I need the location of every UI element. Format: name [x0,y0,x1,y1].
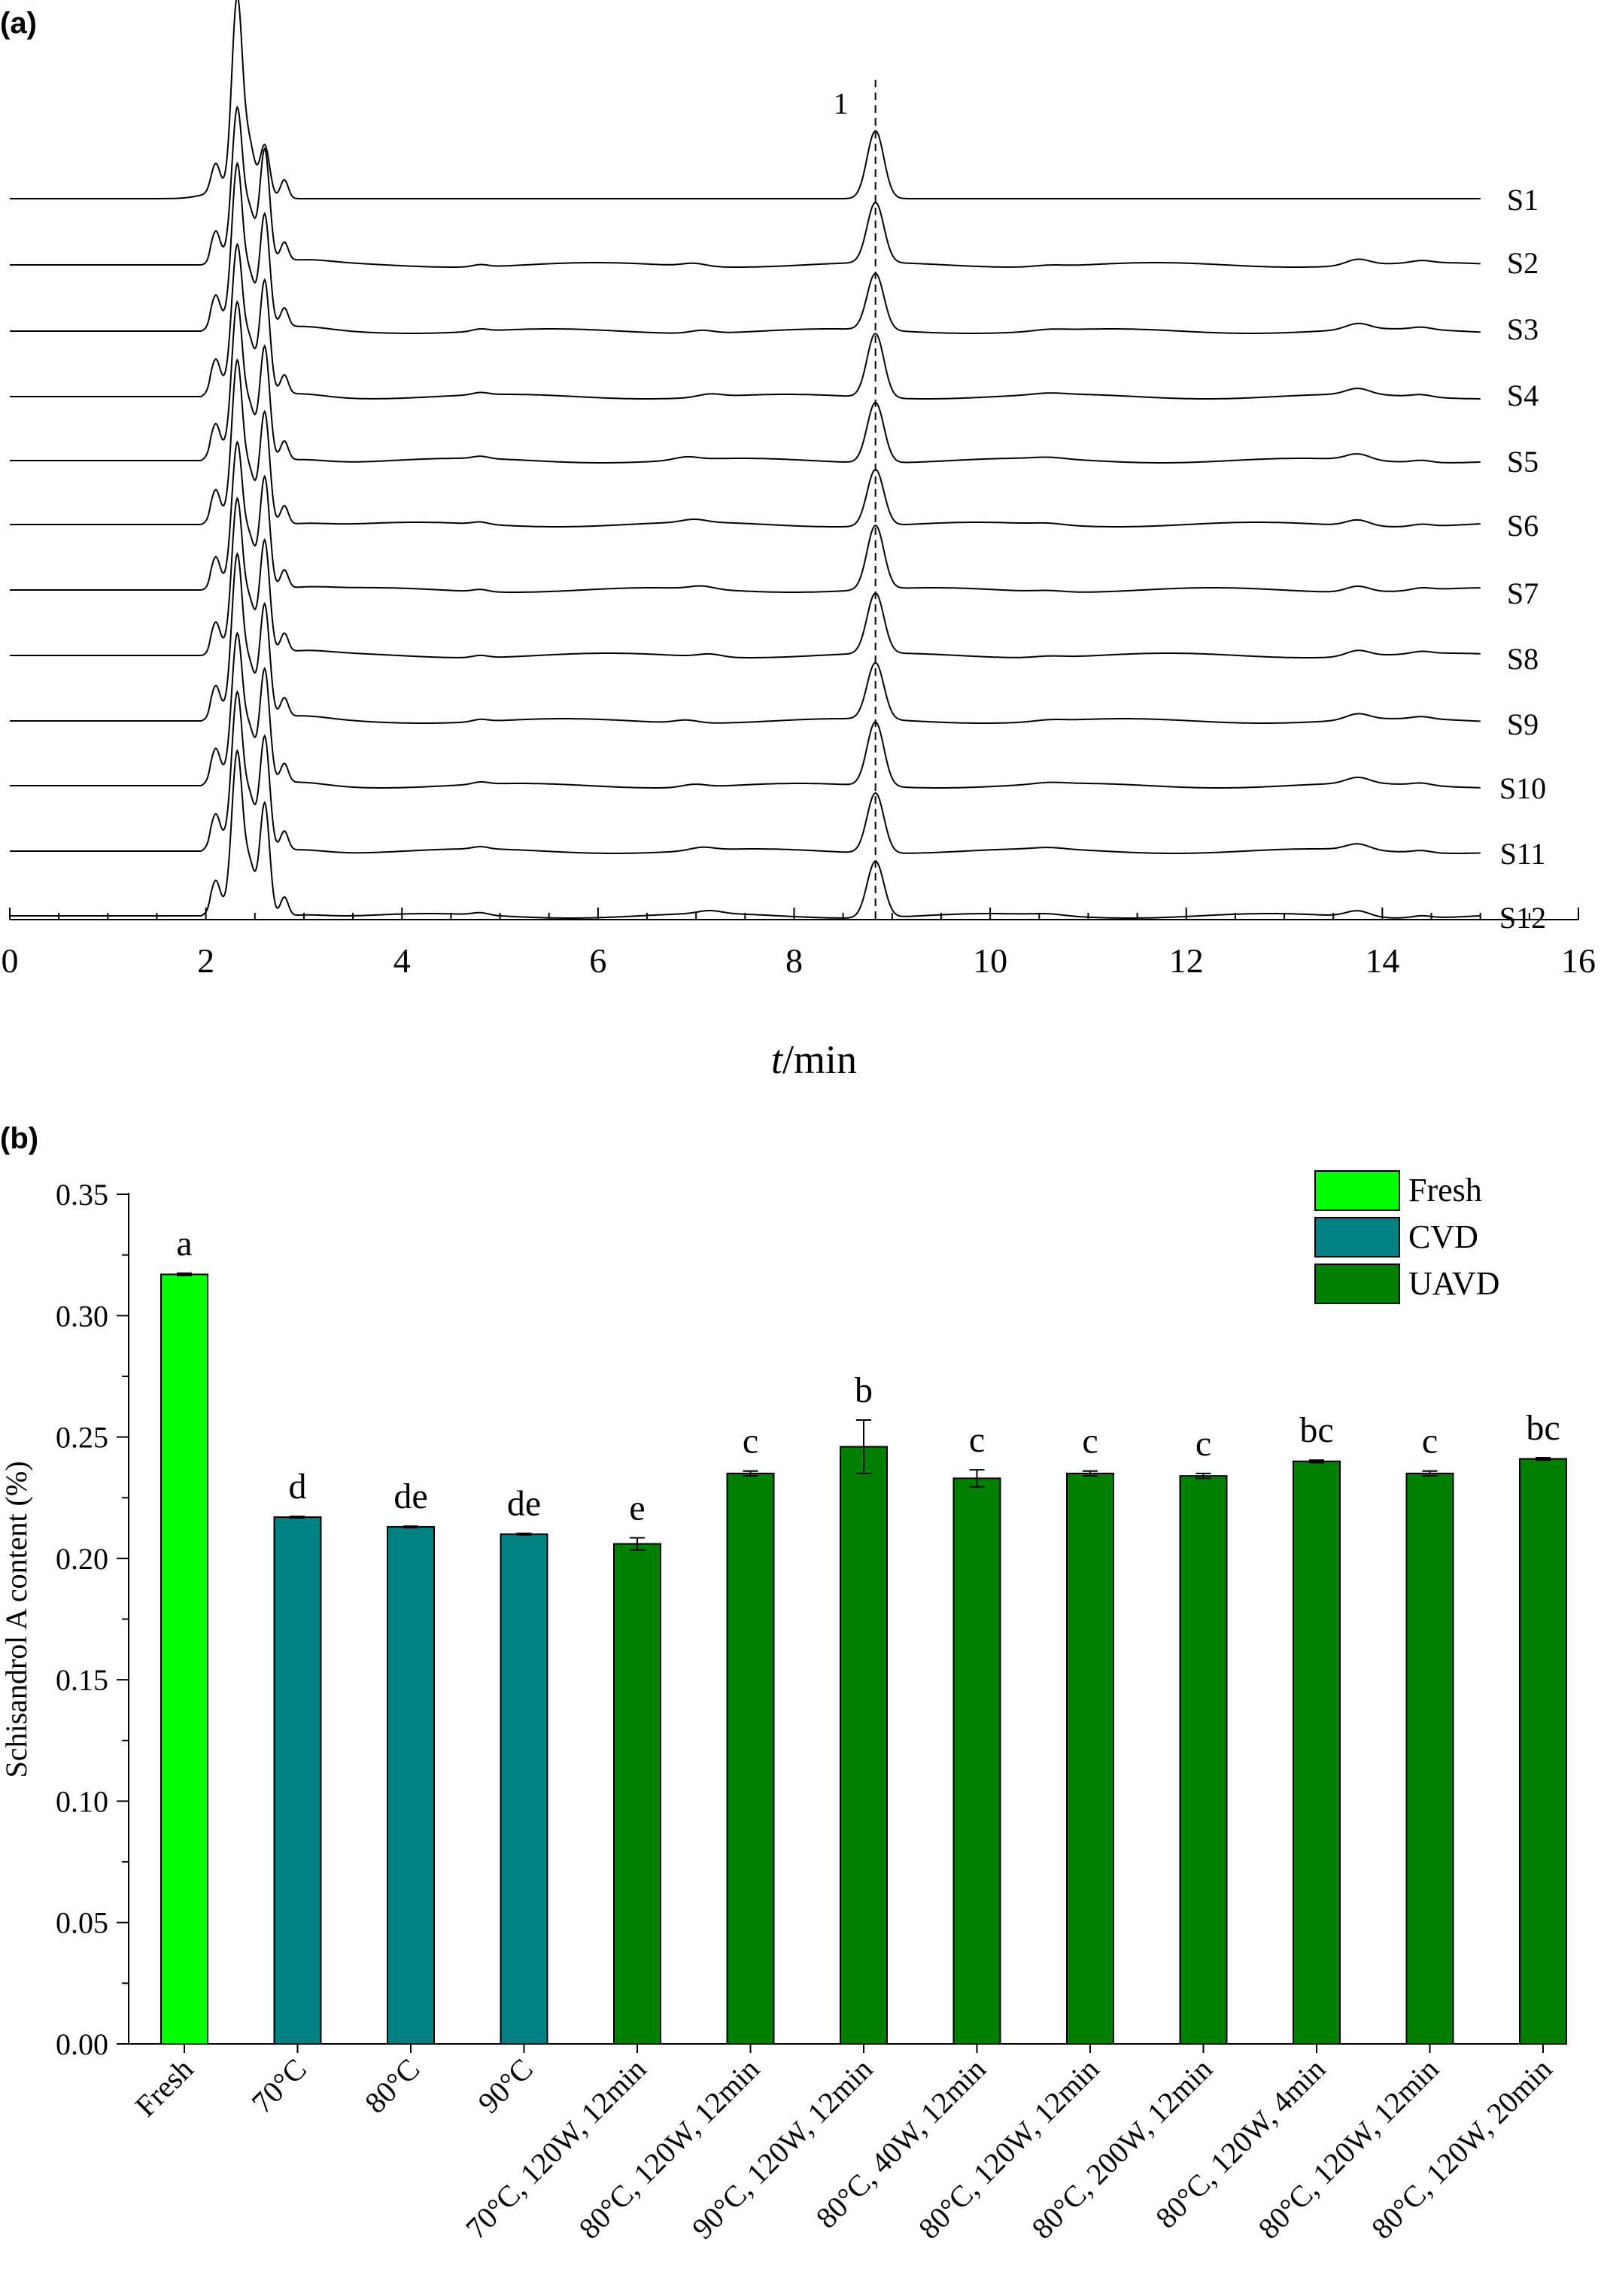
panel-b-label: (b) [0,1122,38,1155]
trace-line [10,440,1481,593]
bar [1405,1472,1454,2045]
y-tick-label: 0.30 [56,1299,108,1333]
significance-letter: de [393,1476,427,1516]
trace-label: S2 [1507,246,1539,280]
legend-label: CVD [1408,1218,1478,1255]
y-tick-label: 0.20 [56,1542,108,1576]
bar [613,1543,661,2045]
trace-label: S10 [1499,771,1546,805]
category-label: 80°C [358,2052,426,2120]
y-tick-label: 0.05 [56,1906,108,1940]
legend-swatch [1314,1217,1400,1257]
significance-letter: a [176,1224,192,1264]
trace-line [10,552,1481,724]
category-label: 70°C [245,2052,313,2120]
x-tick-label: 2 [197,941,214,980]
x-tick-label: 16 [1561,941,1596,980]
x-tick-label: 14 [1365,941,1399,980]
y-tick-label: 0.15 [56,1663,108,1697]
trace-line [10,749,1481,919]
y-axis-title: Schisandrol A content (%) [0,1461,33,1777]
x-tick-label: 6 [589,941,606,980]
legend: Fresh CVD UAVD [1314,1170,1499,1304]
trace-line [10,631,1481,789]
bar [1293,1460,1341,2045]
trace-line [10,242,1481,400]
category-label: 90°C [472,2052,539,2120]
significance-letter: c [1082,1422,1098,1461]
x-tick-label: 8 [785,941,803,980]
y-tick-label: 0.00 [56,2027,108,2061]
chromatogram-plot: 0 2 4 6 8 10 12 14 16 S1 S2 S3 S4 S5 S6 S7 S8 S9 S10 S11 S12… [2,0,1596,980]
trace-line [10,357,1481,528]
y-tick-label: 0.25 [56,1421,108,1455]
significance-letter: c [1422,1422,1438,1461]
legend-label: UAVD [1408,1265,1499,1302]
legend-label: Fresh [1408,1172,1482,1209]
trace-line [10,161,1481,334]
significance-letter: bc [1526,1408,1560,1448]
trace-label: S3 [1507,312,1539,346]
trace-line [10,300,1481,464]
significance-letter: d [289,1467,307,1507]
significance-letter: c [743,1422,758,1461]
significance-letter: de [507,1484,541,1524]
trace-label: S11 [1500,837,1546,871]
trace-label: S4 [1507,379,1539,412]
x-tick-label: 4 [393,941,411,980]
significance-letter: bc [1299,1410,1333,1450]
bar [1519,1458,1567,2045]
y-tick-label: 0.35 [56,1178,108,1212]
trace-label: S8 [1507,642,1539,676]
bar [387,1525,435,2045]
x-tick-label: 12 [1169,941,1204,980]
x-tick-label: 10 [973,941,1007,980]
bar [1066,1472,1114,2045]
significance-letter: c [969,1420,985,1460]
legend-swatch [1314,1264,1400,1304]
bar [1179,1475,1228,2045]
significance-letter: b [855,1370,873,1410]
x-axis-title: t/min [771,1037,857,1082]
bar [273,1516,322,2045]
bar [840,1446,888,2045]
trace-line [10,689,1481,854]
bar [952,1477,1001,2045]
trace-label: S6 [1507,509,1539,543]
bar [726,1472,775,2045]
bar [160,1273,208,2045]
bar-chart: 0.00 0.05 0.10 0.15 0.20 0.25 0.30 0.35 Schisand… [0,1178,1567,2246]
panel-a-label: (a) [0,7,37,40]
peak-label: 1 [834,87,849,120]
trace-label: S12 [1499,901,1546,935]
bar [500,1533,548,2045]
trace-line [10,496,1481,658]
legend-swatch [1314,1170,1400,1211]
y-tick-label: 0.10 [56,1784,108,1818]
trace-label: S5 [1507,445,1539,479]
trace-line [10,105,1481,268]
significance-letter: c [1195,1424,1211,1464]
trace-label: S7 [1507,576,1539,610]
trace-label: S9 [1507,707,1539,741]
category-label: Fresh [129,2052,200,2124]
trace-label: S1 [1507,183,1539,217]
x-tick-label: 0 [2,941,19,980]
significance-letter: e [629,1488,645,1528]
trace-line [10,0,1481,199]
